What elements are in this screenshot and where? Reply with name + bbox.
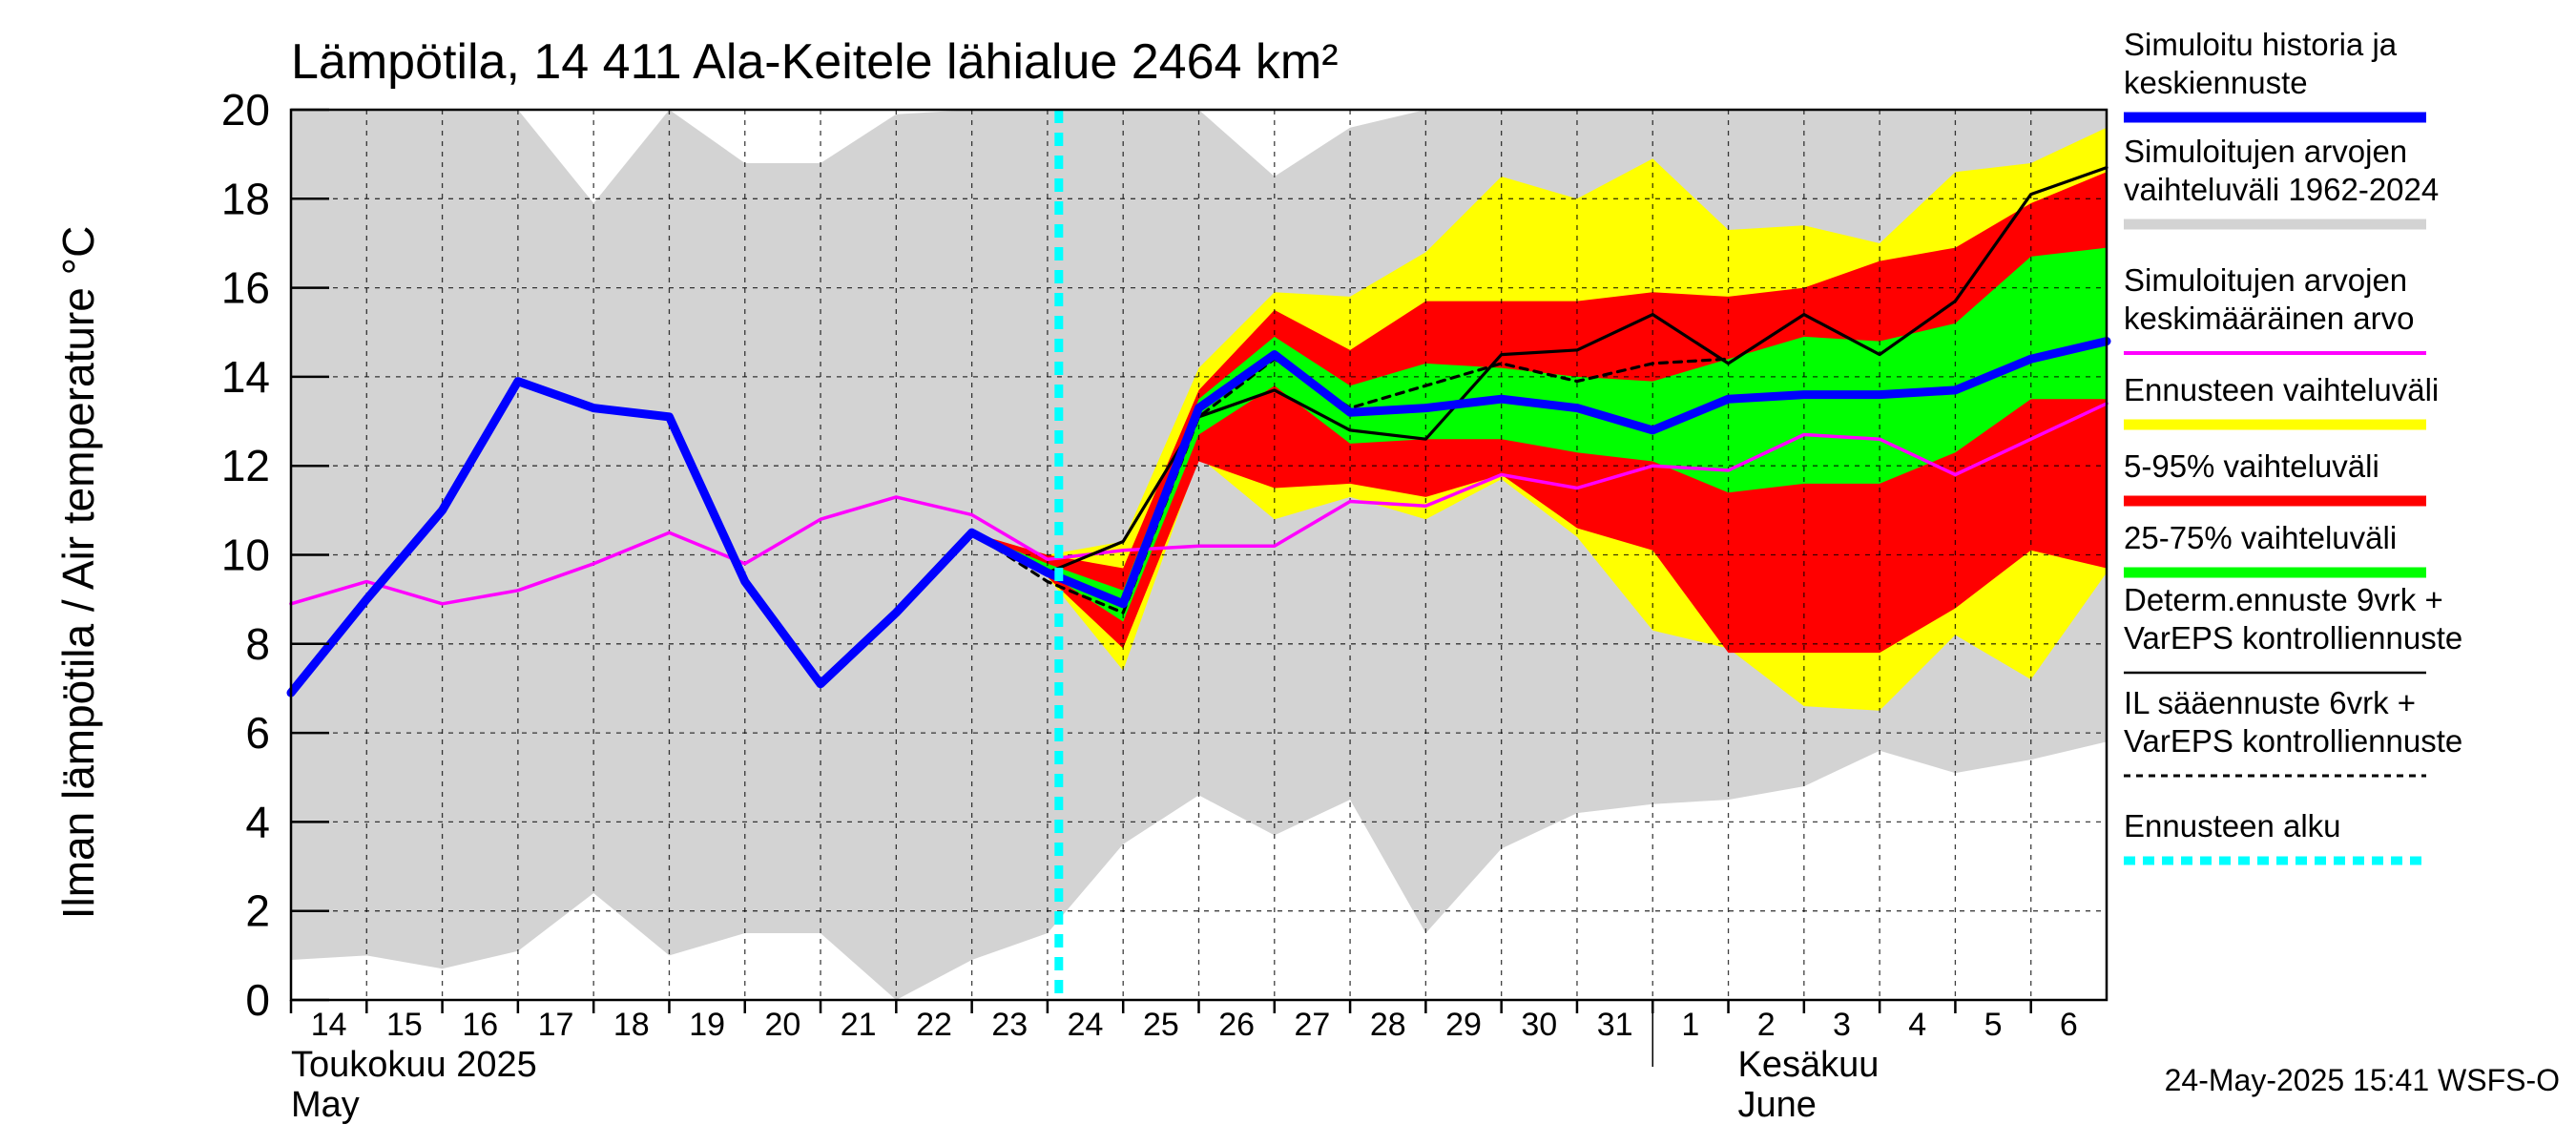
y-axis-label: Ilman lämpötila / Air temperature °C xyxy=(53,226,103,920)
band-p25_75 xyxy=(971,247,2107,622)
legend-label: VarEPS kontrolliennuste xyxy=(2124,620,2462,656)
y-tick-label: 20 xyxy=(221,85,270,135)
legend-label: Simuloitujen arvojen xyxy=(2124,134,2407,169)
series-lines xyxy=(286,166,2111,697)
x-tick-label: 1 xyxy=(1681,1007,1699,1043)
legend-label: Simuloitu historia ja xyxy=(2124,27,2398,62)
month-label-fi: Toukokuu 2025 xyxy=(291,1045,537,1085)
x-tick-label: 20 xyxy=(764,1007,800,1043)
y-tick-label: 4 xyxy=(245,797,270,846)
legend-label: Determ.ennuste 9vrk + xyxy=(2124,582,2443,617)
y-tick-label: 16 xyxy=(221,263,270,313)
y-tick-label: 0 xyxy=(245,975,270,1025)
x-tick-label: 17 xyxy=(538,1007,574,1043)
x-tick-label: 26 xyxy=(1218,1007,1255,1043)
x-tick-label: 29 xyxy=(1445,1007,1482,1043)
legend-label: keskiennuste xyxy=(2124,65,2308,100)
x-tick-label: 2 xyxy=(1757,1007,1776,1043)
x-tick-label: 15 xyxy=(386,1007,423,1043)
grid-lines xyxy=(291,110,2107,1000)
y-tick-label: 14 xyxy=(221,352,270,402)
x-tick-label: 16 xyxy=(462,1007,498,1043)
series-mean xyxy=(289,402,2109,606)
x-tick-label: 5 xyxy=(1984,1007,2003,1043)
x-tick-label: 30 xyxy=(1521,1007,1557,1043)
x-tick-label: 6 xyxy=(2060,1007,2078,1043)
legend-label: IL sääennuste 6vrk + xyxy=(2124,685,2416,720)
x-tick-label: 3 xyxy=(1833,1007,1851,1043)
x-tick-label: 23 xyxy=(991,1007,1028,1043)
x-tick-label: 4 xyxy=(1908,1007,1926,1043)
month-label-en: May xyxy=(291,1085,360,1125)
timestamp: 24-May-2025 15:41 WSFS-O xyxy=(2165,1063,2560,1097)
y-tick-label: 8 xyxy=(245,619,270,669)
series-determ xyxy=(970,166,2109,574)
legend-label: vaihteluväli 1962-2024 xyxy=(2124,172,2439,207)
legend-label: Ennusteen alku xyxy=(2124,808,2341,843)
y-tick-label: 12 xyxy=(221,441,270,490)
chart-title: Lämpötila, 14 411 Ala-Keitele lähialue 2… xyxy=(291,34,1339,90)
y-tick-label: 2 xyxy=(245,886,270,936)
x-tick-label: 18 xyxy=(613,1007,650,1043)
x-tick-label: 19 xyxy=(689,1007,725,1043)
month-label-fi: Kesäkuu xyxy=(1738,1045,1880,1085)
y-tick-label: 10 xyxy=(221,531,270,580)
x-tick-label: 21 xyxy=(841,1007,877,1043)
legend-label: 25-75% vaihteluväli xyxy=(2124,520,2397,555)
x-tick-label: 28 xyxy=(1370,1007,1406,1043)
x-tick-label: 22 xyxy=(916,1007,952,1043)
y-tick-label: 6 xyxy=(245,708,270,758)
legend-label: Ennusteen vaihteluväli xyxy=(2124,372,2439,407)
x-tick-label: 31 xyxy=(1597,1007,1633,1043)
x-tick-label: 24 xyxy=(1068,1007,1104,1043)
legend-label: VarEPS kontrolliennuste xyxy=(2124,723,2462,759)
month-label-en: June xyxy=(1738,1085,1817,1125)
x-tick-label: 25 xyxy=(1143,1007,1179,1043)
x-tick-label: 27 xyxy=(1295,1007,1331,1043)
x-tick-label: 14 xyxy=(311,1007,347,1043)
legend-label: Simuloitujen arvojen xyxy=(2124,262,2407,298)
legend-label: keskimääräinen arvo xyxy=(2124,301,2414,336)
series-sim xyxy=(286,337,2111,697)
y-tick-label: 18 xyxy=(221,174,270,223)
legend-label: 5-95% vaihteluväli xyxy=(2124,448,2379,484)
